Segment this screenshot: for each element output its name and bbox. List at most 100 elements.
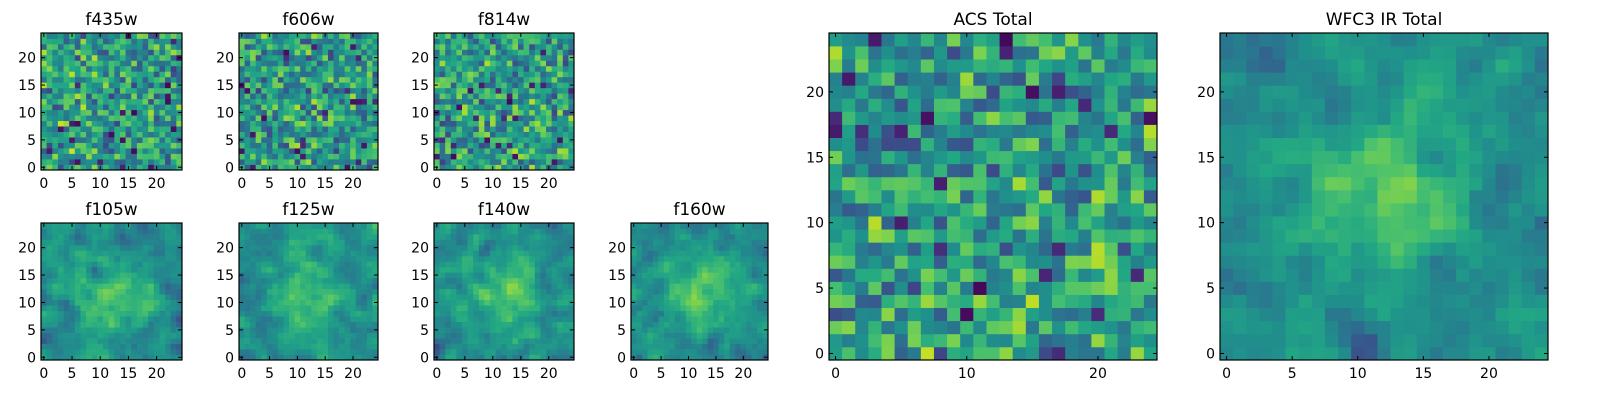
heatmap-cell — [41, 115, 47, 122]
heatmap-cell — [484, 299, 491, 306]
heatmap-cell — [159, 82, 166, 89]
heatmap-cell — [512, 228, 519, 235]
heatmap-cell — [986, 294, 1000, 309]
heatmap-cell — [986, 216, 1000, 230]
heatmap-cell — [114, 109, 121, 116]
heatmap-cell — [372, 266, 379, 273]
heatmap-cell — [973, 346, 987, 361]
heatmap-cell — [355, 272, 362, 279]
heatmap-cell — [484, 310, 491, 317]
heatmap-cell — [46, 142, 53, 149]
heatmap-cell — [283, 266, 290, 273]
heatmap-cell — [80, 126, 87, 132]
heatmap-cell — [244, 43, 251, 50]
heatmap-cells — [41, 33, 183, 171]
heatmap-cell — [272, 98, 279, 105]
heatmap-cell — [355, 354, 362, 361]
heatmap-cell — [277, 115, 284, 122]
heatmap-cell — [300, 239, 307, 246]
heatmap-cell — [131, 49, 138, 56]
heatmap-cell — [333, 43, 340, 50]
heatmap-cell — [658, 277, 665, 284]
heatmap-cell — [289, 316, 295, 322]
heatmap-cell — [272, 137, 279, 143]
heatmap-cell — [434, 159, 440, 165]
heatmap-cell — [46, 109, 53, 116]
heatmap-cell — [277, 76, 284, 83]
heatmap-cell — [757, 228, 763, 235]
heatmap-cell — [86, 142, 93, 149]
heatmap-cell — [170, 233, 177, 240]
x-tick-label: 0 — [237, 366, 246, 382]
heatmap-cell — [947, 229, 961, 243]
heatmap-cell — [473, 239, 480, 246]
heatmap-cell — [372, 332, 379, 339]
heatmap-cell — [512, 338, 519, 344]
heatmap-cell — [69, 272, 76, 279]
heatmap-cell — [501, 261, 508, 268]
heatmap-cell — [148, 255, 155, 262]
heatmap-cell — [568, 98, 575, 105]
heatmap-cell — [131, 233, 138, 240]
heatmap-cell — [283, 120, 290, 127]
heatmap-cell — [746, 239, 752, 246]
heatmap-cell — [658, 266, 665, 273]
heatmap-cell — [518, 255, 524, 262]
heatmap-cell — [462, 294, 468, 301]
heatmap-cell — [881, 229, 895, 243]
heatmap-cell — [103, 354, 110, 361]
heatmap-cell — [305, 277, 312, 284]
heatmap-cell — [973, 176, 987, 191]
heatmap-cell — [540, 33, 547, 39]
heatmap-cell — [153, 233, 160, 240]
heatmap-cell — [1091, 255, 1105, 269]
x-tick-label: 15 — [512, 176, 530, 192]
heatmap-cell — [57, 349, 64, 355]
heatmap-cell — [322, 87, 329, 94]
heatmap-cell — [305, 43, 312, 50]
heatmap-cell — [557, 332, 564, 339]
heatmap-cell — [674, 321, 681, 328]
heatmap-cell — [478, 327, 485, 333]
heatmap-cell — [669, 305, 676, 312]
heatmap-cell — [999, 203, 1014, 217]
heatmap-cell — [473, 233, 480, 240]
heatmap-cell — [255, 137, 262, 143]
heatmap-cell — [52, 332, 59, 339]
heatmap-cell — [691, 239, 698, 246]
heatmap-cell — [707, 250, 714, 257]
heatmap-cell — [339, 294, 345, 301]
heatmap-cell — [131, 109, 138, 116]
heatmap-cell — [445, 93, 452, 100]
heatmap-cell — [239, 65, 245, 72]
heatmap-cell — [244, 266, 251, 273]
heatmap-cell — [456, 255, 463, 262]
heatmap-cell — [244, 142, 251, 149]
heatmap-cell — [250, 120, 257, 127]
heatmap-cell — [529, 343, 536, 350]
heatmap-cell — [696, 305, 703, 312]
heatmap-cell — [333, 120, 340, 127]
heatmap-cell — [652, 261, 659, 268]
heatmap-cell — [97, 244, 104, 251]
heatmap-cell — [108, 159, 115, 165]
heatmap-cell — [148, 332, 155, 339]
heatmap-cell — [445, 98, 452, 105]
heatmap-cell — [170, 244, 177, 251]
heatmap-cell — [907, 163, 922, 178]
heatmap-cell — [366, 349, 373, 355]
heatmap-cell — [244, 299, 251, 306]
heatmap-cell — [52, 266, 59, 273]
heatmap-cell — [250, 239, 257, 246]
heatmap-cell — [322, 239, 329, 246]
heatmap-cell — [562, 104, 569, 111]
heatmap-cell — [153, 332, 160, 339]
heatmap-cell — [501, 153, 508, 160]
heatmap-cell — [718, 305, 725, 312]
heatmap-cell — [674, 305, 681, 312]
heatmap-cell — [986, 333, 1000, 348]
heatmap-cell — [63, 272, 70, 279]
heatmap-cell — [350, 104, 357, 111]
heatmap-cell — [277, 153, 284, 160]
heatmap-cell — [289, 349, 295, 355]
